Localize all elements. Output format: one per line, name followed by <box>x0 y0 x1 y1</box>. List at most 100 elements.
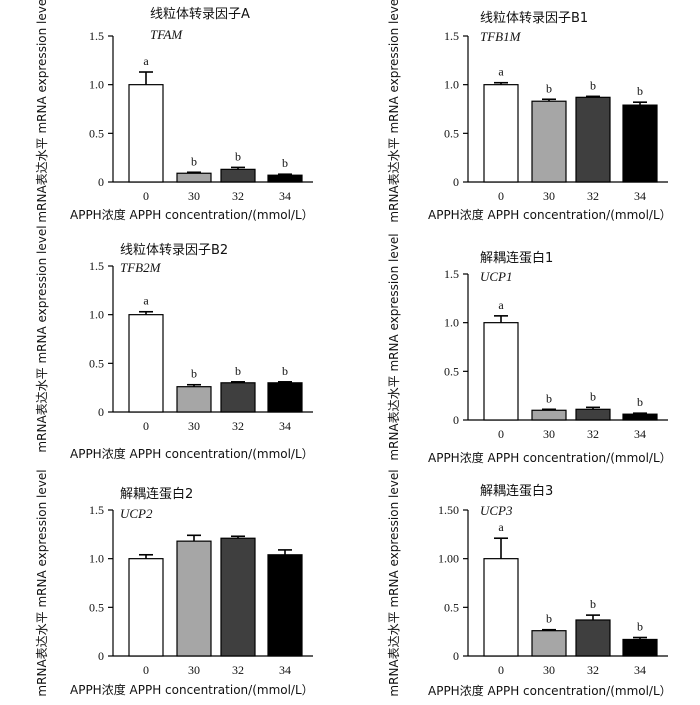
significance-label: b <box>546 391 552 405</box>
bar-0 <box>128 558 164 657</box>
chart-panel-3: 线粒体转录因子B2 TFB2M 0 0.5 1.0 1.5 mRNA表达水平 mRNA ex… <box>35 225 314 461</box>
y-tick-label: 0.5 <box>444 600 459 614</box>
chart-panel-5: 解耦连蛋白2 UCP2 0 0.5 1.0 1.5 mRNA表达水平 mRNA expres… <box>35 469 314 697</box>
chart-panel-2: 线粒体转录因子B1 TFB1M 0 0.5 1.0 1.5 mRNA表达水平 mRNA ex… <box>387 0 672 223</box>
chart-panel-6: 解耦连蛋白3 UCP3 0 0.5 1.00 1.50 mRNA表达水平 mRNA expr… <box>387 469 672 698</box>
y-tick-label: 0.5 <box>89 356 104 370</box>
significance-label: b <box>546 81 552 95</box>
chart-panel-4: 解耦连蛋白1 UCP1 0 0.5 1.0 1.5 mRNA表达水平 mRNA expres… <box>387 233 672 465</box>
x-tick-label: 34 <box>634 427 646 441</box>
y-tick-label: 0 <box>453 649 459 663</box>
y-tick-label: 0 <box>98 405 104 419</box>
chart-title: 解耦连蛋白3 <box>480 483 553 499</box>
chart-title: 解耦连蛋白2 <box>120 486 193 502</box>
y-tick-label: 0.5 <box>89 600 104 614</box>
x-tick-label: 32 <box>232 189 244 203</box>
x-axis-label: APPH浓度 APPH concentration/(mmol/L） <box>70 446 314 461</box>
x-tick-label: 32 <box>232 419 244 433</box>
x-tick-label: 30 <box>543 189 555 203</box>
chart-subtitle: TFB1M <box>480 29 522 44</box>
x-tick-label: 30 <box>188 189 200 203</box>
significance-label: b <box>590 389 596 403</box>
significance-label: a <box>143 294 149 308</box>
x-tick-label: 34 <box>279 663 291 677</box>
x-tick-label: 30 <box>543 427 555 441</box>
y-axis-label: mRNA表达水平 mRNA expression level <box>387 469 401 696</box>
bar-34 <box>622 638 658 657</box>
x-tick-label: 32 <box>587 663 599 677</box>
chart-subtitle: TFAM <box>150 27 183 42</box>
bar-30 <box>176 386 212 413</box>
chart-subtitle: TFB2M <box>120 260 162 275</box>
bar-32 <box>220 537 256 657</box>
x-tick-label: 34 <box>279 189 291 203</box>
x-tick-label: 0 <box>143 189 149 203</box>
chart-title: 线粒体转录因子B1 <box>480 11 588 26</box>
bar-32 <box>220 168 256 183</box>
x-axis-label: APPH浓度 APPH concentration/(mmol/L） <box>70 207 314 222</box>
significance-label: b <box>637 620 643 634</box>
bar-30 <box>176 172 212 183</box>
bar-32 <box>575 408 611 421</box>
y-tick-label: 0.5 <box>444 126 459 140</box>
bar-0 <box>483 322 519 421</box>
y-axis-label: mRNA表达水平 mRNA expression level <box>387 233 401 460</box>
y-tick-label: 1.5 <box>89 259 104 273</box>
y-axis-label: mRNA表达水平 mRNA expression level <box>35 0 49 223</box>
significance-label: b <box>637 395 643 409</box>
x-tick-label: 0 <box>143 419 149 433</box>
x-tick-label: 32 <box>587 427 599 441</box>
y-tick-label: 1.0 <box>444 316 459 330</box>
significance-label: a <box>498 298 504 312</box>
significance-label: b <box>235 364 241 378</box>
x-axis-label: APPH浓度 APPH concentration/(mmol/L） <box>70 682 314 697</box>
y-axis-label: mRNA表达水平 mRNA expression level <box>35 225 49 452</box>
chart-subtitle: UCP1 <box>480 269 513 284</box>
bar-30 <box>531 409 567 421</box>
x-tick-label: 32 <box>232 663 244 677</box>
x-tick-label: 30 <box>188 419 200 433</box>
significance-label: b <box>282 156 288 170</box>
y-axis-label: mRNA表达水平 mRNA expression level <box>35 469 49 696</box>
y-tick-label: 1.5 <box>444 267 459 281</box>
bar-0 <box>128 314 164 413</box>
y-tick-label: 1.50 <box>438 503 459 517</box>
bar-32 <box>575 619 611 657</box>
y-tick-label: 1.0 <box>444 78 459 92</box>
y-tick-label: 0 <box>453 413 459 427</box>
significance-label: b <box>546 612 552 626</box>
bar-30 <box>531 100 567 183</box>
significance-label: b <box>637 84 643 98</box>
bar-30 <box>531 630 567 657</box>
y-tick-label: 1.5 <box>89 503 104 517</box>
y-tick-label: 0 <box>98 175 104 189</box>
bar-34 <box>622 413 658 421</box>
chart-title: 解耦连蛋白1 <box>480 250 553 266</box>
y-tick-label: 1.5 <box>444 29 459 43</box>
y-tick-label: 0 <box>453 175 459 189</box>
chart-subtitle: UCP2 <box>120 506 153 521</box>
bar-34 <box>267 554 303 657</box>
y-tick-label: 0.5 <box>89 126 104 140</box>
bar-34 <box>622 104 658 183</box>
y-tick-label: 1.0 <box>89 308 104 322</box>
x-axis-label: APPH浓度 APPH concentration/(mmol/L） <box>428 450 672 465</box>
y-tick-label: 1.0 <box>89 78 104 92</box>
significance-label: a <box>143 54 149 68</box>
y-axis-label: mRNA表达水平 mRNA expression level <box>387 0 401 223</box>
x-axis-label: APPH浓度 APPH concentration/(mmol/L） <box>428 683 672 698</box>
x-tick-label: 34 <box>279 419 291 433</box>
y-tick-label: 1.0 <box>89 552 104 566</box>
bar-34 <box>267 382 303 413</box>
y-tick-label: 1.5 <box>89 29 104 43</box>
chart-title: 线粒体转录因子B2 <box>120 243 228 258</box>
x-tick-label: 0 <box>498 663 504 677</box>
significance-label: b <box>590 78 596 92</box>
bar-0 <box>483 558 519 657</box>
x-tick-label: 32 <box>587 189 599 203</box>
chart-title: 线粒体转录因子A <box>150 7 250 22</box>
bar-0 <box>128 84 164 183</box>
x-tick-label: 0 <box>498 427 504 441</box>
x-tick-label: 30 <box>543 663 555 677</box>
